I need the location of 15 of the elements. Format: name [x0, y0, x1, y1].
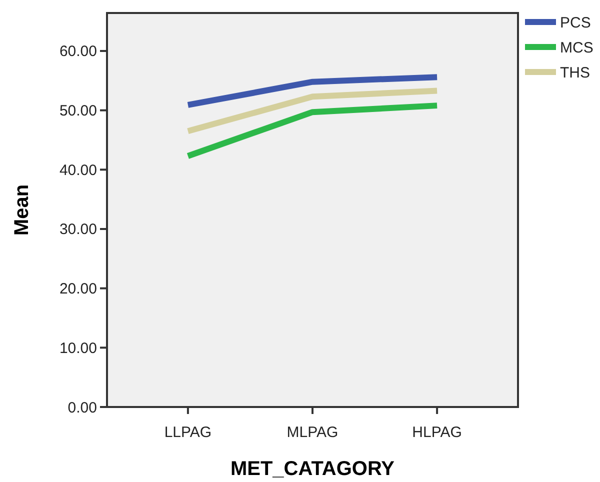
- y-tick-label: 40.00: [59, 162, 97, 179]
- y-tick-label: 0.00: [68, 399, 97, 416]
- legend-label: THS: [560, 64, 590, 82]
- y-tick-label: 30.00: [59, 221, 97, 238]
- legend-label: PCS: [560, 14, 591, 32]
- x-axis-title: MET_CATAGORY: [230, 458, 396, 480]
- y-tick-label: 50.00: [59, 102, 97, 120]
- legend-label: MCS: [560, 39, 594, 56]
- x-tick-label: HLPAG: [412, 424, 462, 441]
- y-axis-title: Mean: [11, 184, 33, 236]
- y-tick-label: 60.00: [59, 43, 97, 60]
- x-tick-label: LLPAG: [164, 424, 212, 441]
- x-tick-label: MLPAG: [286, 424, 338, 441]
- y-tick-label: 20.00: [59, 280, 97, 298]
- y-tick-label: 10.00: [59, 340, 97, 357]
